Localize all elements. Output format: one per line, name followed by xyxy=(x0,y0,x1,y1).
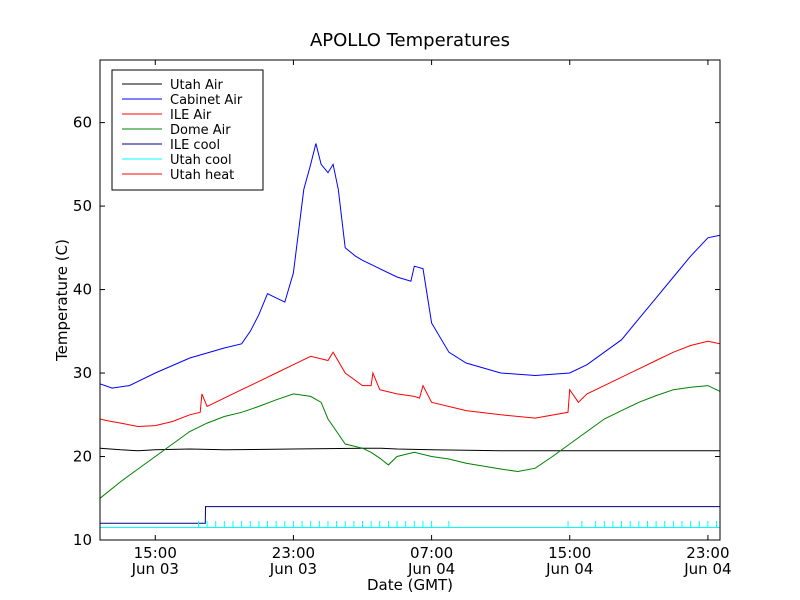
x-axis-label: Date (GMT) xyxy=(367,576,453,594)
x-tick-label-time: 07:00 xyxy=(410,544,453,562)
y-tick-label: 10 xyxy=(73,531,92,549)
legend-label: Utah Air xyxy=(170,78,223,93)
y-tick-label: 20 xyxy=(73,448,92,466)
x-tick-label-date: Jun 04 xyxy=(683,560,731,578)
legend-label: Dome Air xyxy=(170,123,231,138)
series-line-utah-air xyxy=(100,447,720,452)
legend-label: ILE Air xyxy=(170,108,212,123)
y-tick-label: 30 xyxy=(73,364,92,382)
y-tick-label: 40 xyxy=(73,281,92,299)
legend-label: ILE cool xyxy=(170,138,220,153)
y-tick-label: 60 xyxy=(73,114,92,132)
y-axis-label: Temperature (C) xyxy=(53,239,71,362)
legend-box xyxy=(111,69,264,191)
legend-label: Utah cool xyxy=(170,153,232,168)
x-tick-label-time: 23:00 xyxy=(272,544,315,562)
legend-label: Utah heat xyxy=(170,168,234,183)
legend-label: Cabinet Air xyxy=(170,93,243,108)
x-tick-label-date: Jun 04 xyxy=(545,560,593,578)
plot-frame xyxy=(99,59,721,541)
series-line-ile-cool xyxy=(100,506,720,524)
series-layer xyxy=(100,143,720,528)
x-tick-label-time: 23:00 xyxy=(686,544,729,562)
x-tick-label-time: 15:00 xyxy=(548,544,591,562)
x-tick-label-time: 15:00 xyxy=(134,544,177,562)
series-line-cabinet-air xyxy=(100,143,720,389)
x-tick-label-date: Jun 04 xyxy=(407,560,455,578)
x-tick-label-date: Jun 03 xyxy=(269,560,317,578)
y-tick-label: 50 xyxy=(73,197,92,215)
chart-title: APOLLO Temperatures xyxy=(310,30,510,51)
series-line-dome-air xyxy=(100,385,720,499)
x-tick-label-date: Jun 03 xyxy=(131,560,179,578)
series-line-ile-air xyxy=(100,340,720,428)
